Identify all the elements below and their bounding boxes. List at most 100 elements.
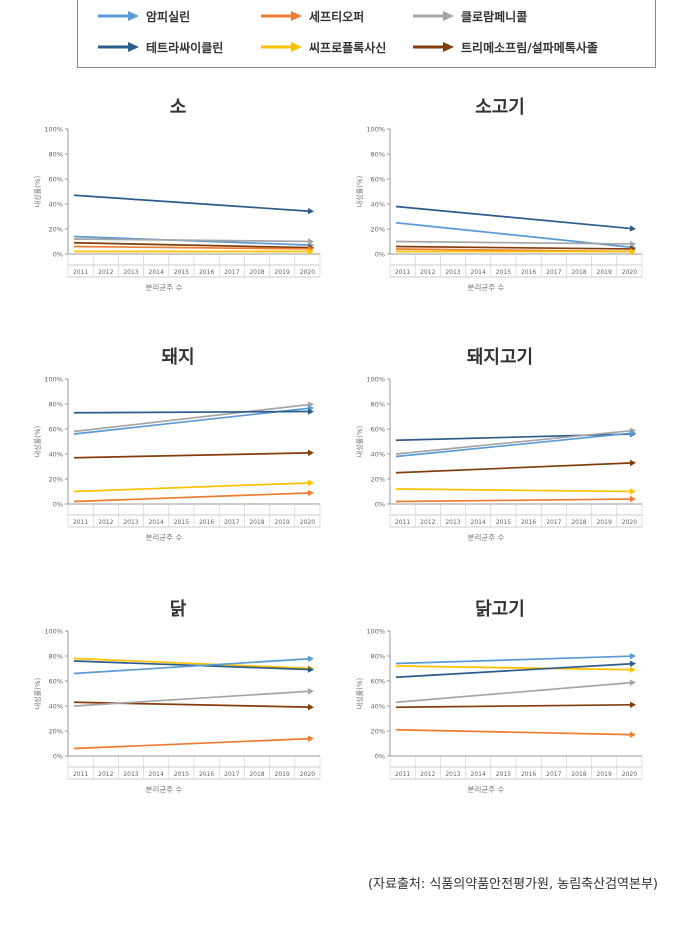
series-line xyxy=(73,194,314,215)
series-line xyxy=(73,735,314,750)
x-tick-label: 2016 xyxy=(199,771,214,778)
y-tick-label: 80% xyxy=(49,401,63,409)
y-tick-label: 60% xyxy=(49,176,63,184)
x-tick-label: 2014 xyxy=(471,771,486,778)
y-tick-label: 0% xyxy=(53,251,63,259)
x-tick-label: 2014 xyxy=(149,771,164,778)
x-tick-label: 2014 xyxy=(471,519,486,526)
x-tick-label: 2013 xyxy=(445,771,460,778)
x-tick-label: 2019 xyxy=(597,269,612,276)
x-tick-label: 2014 xyxy=(149,519,164,526)
x-tick-label: 2016 xyxy=(521,519,536,526)
x-tick-label: 2011 xyxy=(395,771,410,778)
y-tick-label: 80% xyxy=(371,151,385,159)
x-tick-label: 2013 xyxy=(445,519,460,526)
y-tick-label: 60% xyxy=(371,176,385,184)
legend-item: 암피실린 xyxy=(96,7,190,25)
x-axis-label: 분리균주 수 xyxy=(146,785,183,794)
series-line xyxy=(395,430,636,458)
y-axis-label: 내성률(%) xyxy=(355,426,364,458)
x-tick-label: 2017 xyxy=(546,771,561,778)
x-tick-label: 2019 xyxy=(597,519,612,526)
series-arrow-icon xyxy=(307,688,314,695)
series-line xyxy=(74,248,314,255)
y-tick-label: 20% xyxy=(371,226,385,234)
legend: 암피실린 세프티오퍼 클로람페니콜 테트라싸이클린 씨프로플록사신 트리메소프림/설파메톡… xyxy=(77,0,656,68)
y-tick-label: 40% xyxy=(371,201,385,209)
series-arrow-icon xyxy=(629,495,636,503)
series-arrow-icon xyxy=(629,660,636,668)
series-line xyxy=(395,652,636,665)
x-tick-label: 2020 xyxy=(300,519,315,526)
x-tick-label: 2014 xyxy=(471,269,486,276)
x-axis-label: 분리균주 수 xyxy=(146,533,183,542)
y-tick-label: 0% xyxy=(53,753,63,761)
x-tick-label: 2016 xyxy=(521,771,536,778)
chart-title: 소 xyxy=(169,97,187,118)
series-arrow-icon xyxy=(629,679,636,686)
x-tick-label: 2018 xyxy=(249,269,264,276)
series-line xyxy=(73,479,314,493)
chart-panel: 닭고기 0% 20% 40% 60% 80% 100% 2011 2012 2013 2014 201… xyxy=(350,595,650,805)
source-note: (자료출처: 식품의약품안전평가원, 농림축산검역본부) xyxy=(367,877,658,892)
legend-item: 트리메소프림/설파메톡사졸 xyxy=(411,38,598,56)
series-line xyxy=(395,701,636,709)
x-tick-label: 2011 xyxy=(395,519,410,526)
x-tick-label: 2013 xyxy=(123,269,138,276)
chart-title: 닭 xyxy=(169,599,187,620)
y-tick-label: 60% xyxy=(49,426,63,434)
y-axis-label: 내성률(%) xyxy=(33,426,42,458)
series-arrow-icon xyxy=(307,655,314,663)
series-line xyxy=(73,655,314,675)
legend-label: 클로람페니콜 xyxy=(461,9,528,24)
chart-panel: 소 0% 20% 40% 60% 80% 100% 2011 2012 2013 2014 2015 2… xyxy=(28,93,328,303)
y-tick-label: 60% xyxy=(49,678,63,686)
y-tick-label: 0% xyxy=(375,501,385,509)
series-line xyxy=(73,238,314,245)
series-line xyxy=(73,660,314,673)
chart-panel: 돼지고기 0% 20% 40% 60% 80% 100% 2011 2012 2013 2014 20… xyxy=(350,343,650,553)
legend-arrow-icon xyxy=(413,42,454,52)
series-arrow-icon xyxy=(629,701,636,709)
y-tick-label: 100% xyxy=(44,376,63,384)
x-tick-label: 2015 xyxy=(174,771,189,778)
series-line xyxy=(395,205,636,232)
x-tick-label: 2018 xyxy=(571,519,586,526)
x-tick-label: 2012 xyxy=(98,519,113,526)
x-tick-label: 2014 xyxy=(149,269,164,276)
legend-item: 클로람페니콜 xyxy=(411,7,527,25)
legend-label: 테트라싸이클린 xyxy=(146,40,224,55)
x-tick-label: 2015 xyxy=(174,519,189,526)
x-tick-label: 2015 xyxy=(496,771,511,778)
series-line xyxy=(395,679,636,704)
y-tick-label: 100% xyxy=(366,628,385,636)
x-tick-label: 2012 xyxy=(420,269,435,276)
legend-arrow-icon xyxy=(98,42,139,52)
series-arrow-icon xyxy=(629,731,636,738)
chart-panel: 돼지 0% 20% 40% 60% 80% 100% 2011 2012 2013 2014 2015… xyxy=(28,343,328,553)
x-axis-label: 분리균주 수 xyxy=(146,283,183,292)
series-arrow-icon xyxy=(629,666,636,673)
x-tick-label: 2019 xyxy=(597,771,612,778)
x-tick-label: 2017 xyxy=(224,519,239,526)
x-tick-label: 2011 xyxy=(73,519,88,526)
y-axis-label: 내성률(%) xyxy=(355,176,364,208)
series-line xyxy=(396,248,636,255)
x-tick-label: 2012 xyxy=(98,269,113,276)
y-tick-label: 0% xyxy=(53,501,63,509)
legend-label: 씨프로플록사신 xyxy=(309,40,387,55)
legend-item: 테트라싸이클린 xyxy=(96,38,223,56)
series-arrow-icon xyxy=(629,652,636,660)
y-tick-label: 0% xyxy=(375,251,385,259)
x-tick-label: 2013 xyxy=(123,519,138,526)
x-axis-label: 분리균주 수 xyxy=(468,533,505,542)
chart-panel: 소고기 0% 20% 40% 60% 80% 100% 2011 2012 2013 2014 201… xyxy=(350,93,650,303)
x-tick-label: 2015 xyxy=(496,269,511,276)
legend-arrow-icon xyxy=(413,11,454,21)
x-tick-label: 2016 xyxy=(199,519,214,526)
series-line xyxy=(73,688,314,707)
x-tick-label: 2020 xyxy=(300,771,315,778)
y-tick-label: 80% xyxy=(49,653,63,661)
line-chart: 0% 20% 40% 60% 80% 100% 2011 2012 2013 2014 2015 20… xyxy=(355,628,643,794)
x-tick-label: 2012 xyxy=(98,771,113,778)
